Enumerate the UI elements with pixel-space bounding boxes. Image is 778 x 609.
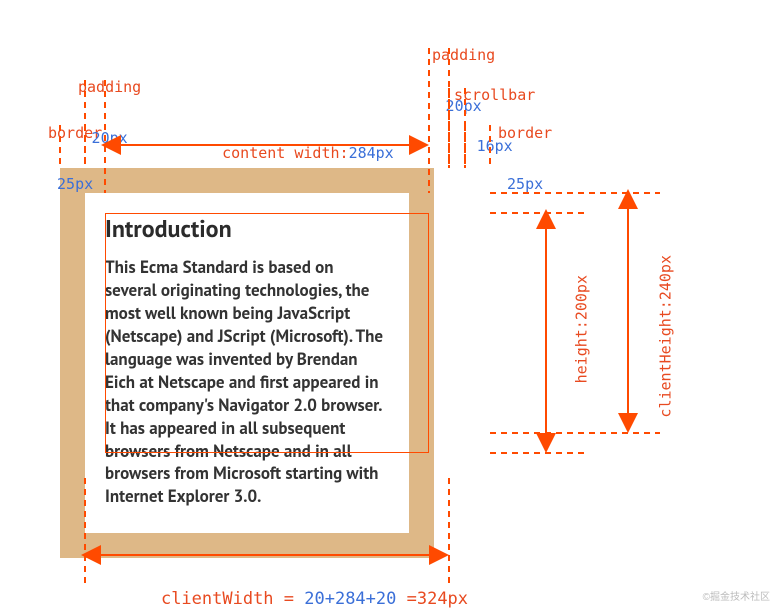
label-clientheight: clientHeight:240px [640, 255, 692, 454]
content-paragraph: This Ecma Standard is based on several o… [105, 256, 389, 508]
diagram-stage: Introduction This Ecma Standard is based… [0, 0, 778, 609]
label-content-width: content width:284px [186, 128, 394, 180]
label-height: height:200px [556, 275, 608, 420]
watermark: ©掘金技术社区 [703, 588, 770, 603]
demo-box[interactable]: Introduction This Ecma Standard is based… [60, 168, 434, 558]
label-padding-left: padding 20px [78, 44, 141, 182]
label-border-right: border 25px [498, 90, 552, 228]
label-clientwidth-formula: clientWidth = 20+284+20 =324px [120, 570, 468, 609]
content-heading: Introduction [105, 213, 389, 244]
